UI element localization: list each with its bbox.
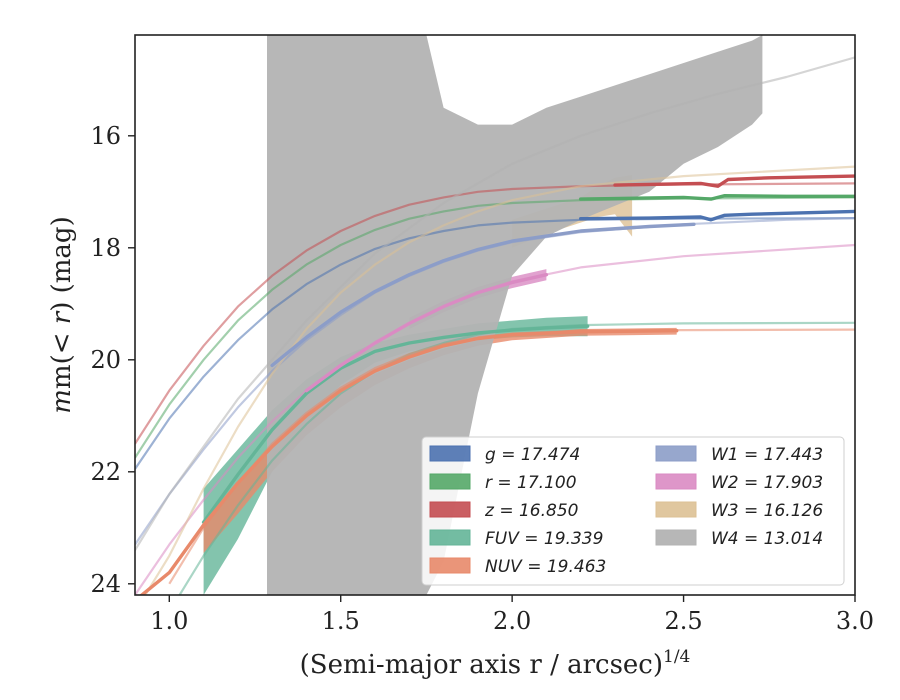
legend-label-r: r = 17.100 (485, 473, 577, 493)
fit-line-r (135, 196, 855, 459)
legend-swatch-w1 (655, 445, 697, 462)
legend-swatch-g (429, 445, 471, 462)
x-tick-label: 1.0 (150, 607, 188, 635)
legend-label-w4: W4 = 13.014 (711, 529, 823, 549)
legend-label-nuv: NUV = 19.463 (485, 557, 606, 577)
legend-swatch-w4 (655, 529, 697, 546)
legend-swatch-r (429, 473, 471, 490)
y-tick-label: 24 (90, 570, 121, 598)
legend-swatch-nuv (429, 557, 471, 574)
legend-swatch-fuv (429, 529, 471, 546)
x-tick-label: 1.5 (322, 607, 360, 635)
x-tick-label: 2.5 (664, 607, 702, 635)
data-line-z (613, 174, 855, 188)
legend-label-g: g = 17.474 (485, 445, 580, 465)
legend-swatch-z (429, 501, 471, 518)
legend-label-w2: W2 = 17.903 (711, 473, 823, 493)
x-tick-label: 3.0 (836, 607, 874, 635)
data-line-fuv (201, 324, 590, 524)
data-line-w1 (270, 222, 696, 368)
y-tick-label: 20 (90, 346, 121, 374)
x-axis-title-exponent: 1/4 (663, 647, 690, 667)
legend-swatch-w2 (655, 473, 697, 490)
legend: g = 17.474 r = 17.100 z = 16.850 FUV = 19.3… (421, 436, 845, 586)
legend-label-fuv: FUV = 19.339 (485, 529, 603, 549)
data-line-nuv (139, 329, 679, 595)
data-line-w2 (304, 273, 549, 393)
legend-box (421, 436, 845, 586)
band-w4 (267, 35, 763, 595)
fit-line-z (135, 182, 855, 445)
fit-line-g (135, 217, 855, 470)
legend-label-w3: W3 = 16.126 (711, 501, 823, 521)
plot-frame (134, 34, 856, 596)
y-axis-title: mm(< r) (mag) (47, 216, 77, 413)
x-tick-label: 2.0 (493, 607, 531, 635)
y-tick-label: 18 (90, 234, 121, 262)
fit-line-w4 (135, 56, 855, 551)
fit-line-w3 (144, 165, 855, 595)
y-tick-label: 22 (90, 458, 121, 486)
legend-label-z: z = 16.850 (484, 501, 578, 521)
legend-label-w1: W1 = 17.443 (711, 445, 823, 465)
data-line-r (579, 193, 855, 201)
x-axis-title: (Semi-major axis r / arcsec)1/4 (300, 647, 691, 680)
y-tick-label: 16 (90, 122, 121, 150)
legend-swatch-w3 (655, 501, 697, 518)
data-line-g (579, 209, 855, 222)
